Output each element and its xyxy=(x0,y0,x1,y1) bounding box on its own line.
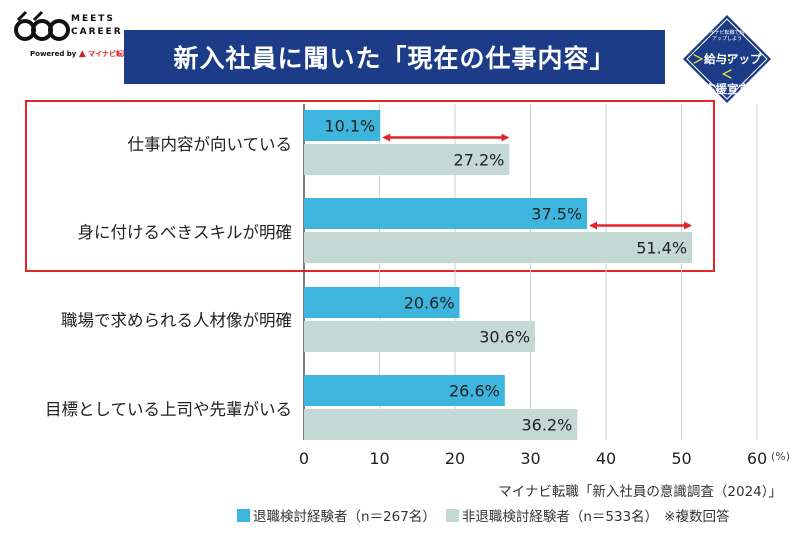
meets-career-logo: MEETS CAREER Powered by ▲ マイナビ転職 xyxy=(14,10,130,59)
category-label-0: 仕事内容が向いている xyxy=(127,135,292,154)
bar-series-1-cat-1 xyxy=(304,198,588,229)
tick-label-30: 30 xyxy=(520,449,540,468)
data-label-series-2-cat-2: 30.6% xyxy=(479,328,530,347)
data-label-series-1-cat-1: 37.5% xyxy=(531,205,582,224)
logo-word-career: CAREER xyxy=(71,27,123,37)
category-label-1: 身に付けるべきスキルが明確 xyxy=(77,223,293,242)
bar-series-2-cat-3 xyxy=(304,409,578,440)
diamond-badge-icon xyxy=(683,15,771,103)
page-title: 新入社員に聞いた「現在の仕事内容」 xyxy=(124,30,665,84)
logo-word-meets: MEETS xyxy=(71,14,115,24)
badge-left-bracket: ＞ xyxy=(692,52,705,66)
data-label-series-2-cat-1: 51.4% xyxy=(636,239,687,258)
bar-series-1-cat-0 xyxy=(304,110,381,141)
category-label-2: 職場で求められる人材像が明確 xyxy=(61,311,292,330)
campaign-badge xyxy=(682,14,772,104)
badge-line-1: 給与アップ xyxy=(704,52,762,66)
bar-series-1-cat-2 xyxy=(304,287,460,318)
badge-main-text: ＞給与アップ＜ 応援宣言 xyxy=(692,52,762,97)
bar-series-2-cat-0 xyxy=(304,144,510,175)
tick-label-50: 50 xyxy=(671,449,691,468)
tick-label-40: 40 xyxy=(596,449,616,468)
axis-unit-label: (%) xyxy=(771,450,790,463)
badge-small-text: マイナビ転職で給与アップしよう xyxy=(704,30,750,42)
legend: 退職検討経験者（n＝267名） 非退職検討経験者（n＝533名） ※複数回答 xyxy=(237,505,729,525)
tick-label-0: 0 xyxy=(299,449,309,468)
tick-label-20: 20 xyxy=(445,449,465,468)
data-label-series-1-cat-2: 20.6% xyxy=(404,294,455,313)
badge-line-2: 応援宣言 xyxy=(704,82,750,96)
powered-prefix: Powered by xyxy=(30,50,77,58)
data-label-series-1-cat-0: 10.1% xyxy=(324,117,375,136)
bar-series-1-cat-3 xyxy=(304,375,505,406)
data-label-series-1-cat-3: 26.6% xyxy=(449,382,500,401)
mynavi-mark-icon: ▲ xyxy=(78,49,86,59)
data-label-series-2-cat-0: 27.2% xyxy=(454,151,505,170)
bar-series-2-cat-1 xyxy=(304,232,693,263)
legend-note: ※複数回答 xyxy=(664,509,730,525)
data-label-series-2-cat-3: 36.2% xyxy=(521,416,572,435)
binoculars-icon xyxy=(14,10,70,41)
badge-right-bracket: ＜ xyxy=(721,67,733,81)
source-note: マイナビ転職「新入社員の意識調査（2024）」 xyxy=(498,484,782,500)
legend-swatch-series-2 xyxy=(445,508,459,522)
highlight-box xyxy=(25,100,715,272)
powered-by: Powered by ▲ マイナビ転職 xyxy=(30,49,130,59)
bar-series-2-cat-2 xyxy=(304,321,536,352)
powered-brand: マイナビ転職 xyxy=(88,50,131,58)
category-label-3: 目標としている上司や先輩がいる xyxy=(44,400,292,419)
legend-swatch-series-1 xyxy=(237,508,250,522)
tick-label-10: 10 xyxy=(369,449,389,468)
tick-label-60: 60 xyxy=(747,449,767,468)
legend-label-series-2: 非退職検討経験者（n＝533名） xyxy=(461,509,659,525)
legend-label-series-1: 退職検討経験者（n＝267名） xyxy=(253,509,436,525)
